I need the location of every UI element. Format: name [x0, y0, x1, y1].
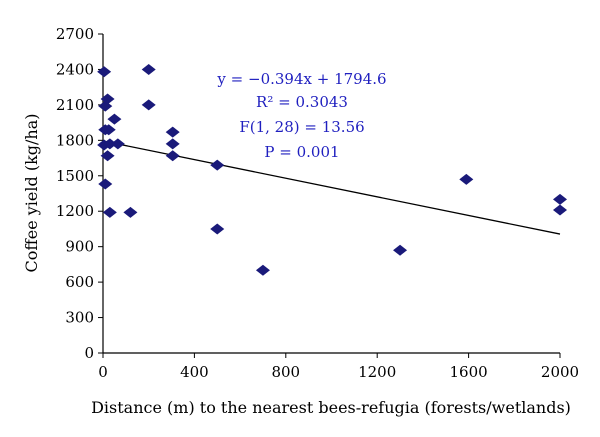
- regression-equation: y = −0.394x + 1794.6: [216, 70, 386, 88]
- data-point-marker: [459, 174, 473, 185]
- y-tick-label: 900: [65, 238, 94, 256]
- data-point-marker: [107, 114, 121, 125]
- data-point-marker: [256, 265, 270, 276]
- y-axis-title: Coffee yield (kg/ha): [22, 114, 41, 273]
- x-axis-title: Distance (m) to the nearest bees-refugia…: [91, 398, 571, 417]
- y-tick-label: 1200: [56, 202, 94, 220]
- x-tick-label: 1200: [358, 363, 396, 381]
- y-tick-label: 2700: [56, 25, 94, 43]
- y-tick-label: 2400: [56, 60, 94, 78]
- y-tick-label: 0: [84, 344, 94, 362]
- data-point-marker: [103, 207, 117, 218]
- x-tick-label: 2000: [541, 363, 579, 381]
- data-point-marker: [166, 150, 180, 161]
- y-tick-label: 1800: [56, 131, 94, 149]
- data-point-marker: [142, 64, 156, 75]
- y-tick-label: 600: [65, 273, 94, 291]
- data-point-marker: [166, 127, 180, 138]
- x-tick-label: 800: [271, 363, 300, 381]
- f-statistic-label: F(1, 28) = 13.56: [239, 118, 364, 136]
- data-point-marker: [393, 245, 407, 256]
- data-point-marker: [210, 160, 224, 171]
- r-squared-label: R² = 0.3043: [256, 93, 348, 111]
- data-point-marker: [123, 207, 137, 218]
- x-axis-ticks: 0 400 800 1200 1600 2000: [98, 353, 579, 381]
- p-value-label: P = 0.001: [264, 143, 339, 161]
- data-point-marker: [142, 99, 156, 110]
- data-point-marker: [97, 66, 111, 77]
- data-point-marker: [553, 205, 567, 216]
- data-point-marker: [553, 194, 567, 205]
- x-tick-label: 0: [98, 363, 108, 381]
- x-tick-label: 400: [180, 363, 209, 381]
- y-tick-label: 300: [65, 309, 94, 327]
- scatter-chart: 0 300 600 900 1200 1500 1800 2100 2400 2700 0 400 8…: [0, 0, 600, 437]
- y-axis-ticks: 0 300 600 900 1200 1500 1800 2100 2400 2700: [56, 25, 103, 362]
- data-point-marker: [111, 138, 125, 149]
- y-tick-label: 2100: [56, 96, 94, 114]
- x-tick-label: 1600: [450, 363, 488, 381]
- data-point-marker: [166, 138, 180, 149]
- y-tick-label: 1500: [56, 167, 94, 185]
- data-point-marker: [210, 223, 224, 234]
- regression-annotation: y = −0.394x + 1794.6 R² = 0.3043 F(1, 28…: [216, 70, 386, 161]
- data-point-marker: [98, 179, 112, 190]
